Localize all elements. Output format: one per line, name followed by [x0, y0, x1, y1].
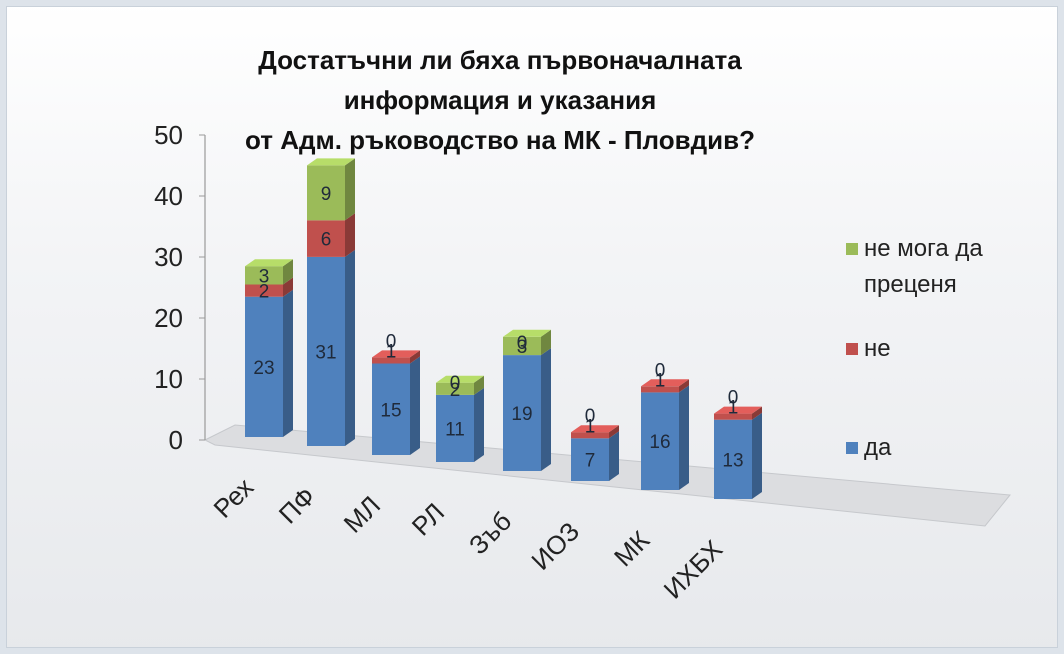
data-label: 15	[380, 400, 401, 421]
bar-segment-side	[541, 329, 551, 356]
data-label: 3	[517, 337, 528, 358]
bar-top-face	[641, 379, 689, 387]
data-label: 0	[655, 360, 666, 381]
data-label: 3	[259, 266, 270, 287]
data-label: 19	[511, 404, 532, 425]
bar-segment-side	[283, 289, 293, 437]
bar-top-face	[571, 425, 619, 433]
legend-label-cannot-judge-line-2: преценя	[864, 271, 957, 298]
bar-segment-front	[436, 394, 474, 462]
bar-segment-front	[245, 284, 283, 297]
bar-segment-side	[752, 412, 762, 499]
bar-segment-front	[571, 438, 609, 481]
bar-segment-side	[283, 277, 293, 297]
legend-label-no: не	[864, 335, 891, 362]
bar-segment-side	[541, 348, 551, 471]
bar-segment-front	[245, 266, 283, 285]
chart-title-line-2: информация и указания	[343, 85, 657, 115]
y-tick-label: 0	[169, 425, 183, 455]
legend-swatch-no	[846, 343, 858, 355]
y-tick-label: 50	[154, 120, 183, 150]
data-label: 23	[253, 358, 274, 379]
legend-swatch-cannot-judge	[846, 243, 858, 255]
data-label: 1	[386, 342, 397, 363]
x-tick-label: МК	[608, 525, 655, 572]
bar-segment-side	[679, 379, 689, 393]
bar-top-face	[714, 406, 762, 414]
bar-top-face	[372, 350, 420, 358]
data-label: 0	[386, 331, 397, 352]
x-tick-label: МЛ	[338, 490, 387, 539]
bar-top-face	[307, 158, 355, 166]
bar-segment-side	[283, 259, 293, 285]
data-label: 1	[728, 398, 739, 419]
bar-segment-front	[503, 355, 541, 471]
data-label: 2	[450, 380, 461, 401]
y-tick-label: 10	[154, 364, 183, 394]
y-tick-label: 30	[154, 242, 183, 272]
data-label: 9	[321, 184, 332, 205]
bar-segment-front	[307, 220, 345, 257]
data-label: 1	[655, 370, 666, 391]
legend-label-cannot-judge-line-1: не мога да	[864, 235, 983, 262]
data-label: 16	[649, 432, 670, 453]
bar-segment-side	[679, 385, 689, 490]
bar-segment-side	[345, 158, 355, 221]
bar-segment-side	[474, 387, 484, 462]
data-label: 1	[585, 416, 596, 437]
bar-segment-side	[474, 375, 484, 395]
bar-segment-side	[345, 213, 355, 257]
x-tick-label: РЛ	[406, 497, 451, 542]
bar-segment-front	[641, 392, 679, 490]
data-label: 0	[585, 406, 596, 427]
data-label: 0	[517, 333, 528, 354]
bar-top-face	[503, 329, 551, 337]
data-label: 31	[315, 342, 336, 363]
bar-segment-front	[641, 386, 679, 393]
x-tick-label: Рех	[208, 472, 260, 524]
data-label: 0	[450, 373, 461, 394]
bar-segment-front	[245, 296, 283, 437]
bar-segment-front	[503, 336, 541, 356]
bar-segment-side	[410, 356, 420, 455]
bar-segment-side	[410, 350, 420, 364]
data-label: 7	[585, 451, 596, 472]
data-label: 13	[722, 450, 743, 471]
bar-segment-side	[752, 406, 762, 420]
bar-segment-front	[436, 382, 474, 395]
bar-top-face	[245, 259, 293, 267]
y-tick-label: 40	[154, 181, 183, 211]
data-label: 0	[728, 388, 739, 409]
chart-title-line-1: Достатъчни ли бяха първоначалната	[258, 45, 742, 75]
bar-segment-front	[714, 413, 752, 420]
bar-segment-front	[372, 363, 410, 455]
x-tick-label: Зъб	[463, 506, 517, 560]
x-tick-label: ПФ	[273, 481, 321, 529]
data-label: 2	[259, 282, 270, 303]
bar-segment-front	[307, 165, 345, 221]
bar-segment-front	[372, 357, 410, 364]
bar-segment-side	[609, 425, 619, 439]
legend-swatch-yes	[846, 442, 858, 454]
bar-segment-front	[714, 419, 752, 499]
bar-segment-side	[609, 431, 619, 481]
chart-title-line-3: от Адм. ръководство на МК - Пловдив?	[245, 125, 755, 155]
bar-segment-front	[571, 432, 609, 439]
bar-segment-front	[307, 256, 345, 446]
data-label: 11	[445, 419, 465, 440]
chart-title: Достатъчни ли бяха първоначалната информ…	[150, 40, 850, 160]
x-tick-label: ИОЗ	[525, 516, 585, 576]
data-label: 6	[321, 230, 332, 251]
bar-segment-side	[345, 249, 355, 446]
x-tick-label: ИХБХ	[658, 534, 729, 605]
legend-label-yes: да	[864, 434, 892, 461]
bar-top-face	[436, 375, 484, 383]
y-tick-label: 20	[154, 303, 183, 333]
